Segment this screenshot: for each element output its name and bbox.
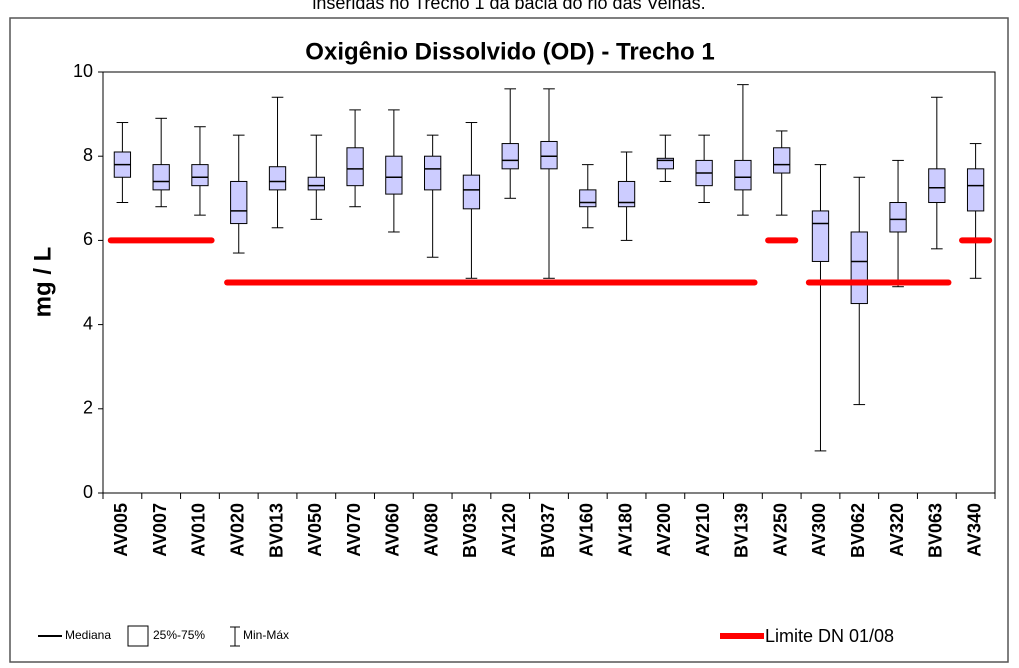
x-tick-label: AV180 xyxy=(615,503,635,557)
x-tick-label: AV210 xyxy=(693,503,713,557)
x-tick-label: AV160 xyxy=(577,503,597,557)
legend-whisker-icon xyxy=(230,626,240,647)
x-tick-label: AV050 xyxy=(305,503,325,557)
x-tick-label: AV250 xyxy=(770,503,790,557)
box xyxy=(268,166,287,191)
x-tick-label: AV120 xyxy=(499,503,519,557)
box xyxy=(462,174,481,210)
x-tick-label: AV070 xyxy=(344,503,364,557)
y-axis-label: mg / L xyxy=(29,247,56,318)
x-tick-label: BV062 xyxy=(848,503,868,558)
y-tick-label: 8 xyxy=(83,145,93,165)
box xyxy=(850,231,868,305)
box xyxy=(928,168,946,204)
legend-label: 25%-75% xyxy=(153,628,205,642)
x-tick-label: AV060 xyxy=(383,503,403,557)
y-tick-label: 0 xyxy=(83,482,93,502)
box xyxy=(966,168,985,212)
box xyxy=(307,176,325,191)
box xyxy=(152,164,170,191)
y-tick-label: 2 xyxy=(83,398,93,418)
box xyxy=(889,202,907,233)
x-tick-label: BV063 xyxy=(926,503,946,558)
box xyxy=(191,164,209,187)
box xyxy=(501,143,519,170)
x-tick-label: AV020 xyxy=(227,503,247,557)
legend-label: Limite DN 01/08 xyxy=(765,626,894,646)
box xyxy=(424,155,442,191)
x-tick-label: AV200 xyxy=(654,503,674,557)
y-tick-label: 6 xyxy=(83,229,93,249)
caption: inseridas no Trecho 1 da bacia do rio da… xyxy=(312,0,705,13)
x-tick-label: BV037 xyxy=(538,503,558,558)
legend-label: Mediana xyxy=(65,628,111,642)
x-tick-label: AV340 xyxy=(964,503,984,557)
x-tick-label: BV035 xyxy=(460,503,480,558)
frame xyxy=(9,17,1009,663)
legend-box-icon xyxy=(127,625,149,647)
box xyxy=(656,157,674,170)
x-tick-label: BV013 xyxy=(266,503,286,558)
box xyxy=(540,140,558,170)
box xyxy=(773,147,791,174)
legend: Mediana 25%-75% Min-Máx Limite DN 01/08 xyxy=(38,625,894,647)
x-tick-label: AV320 xyxy=(887,503,907,557)
x-tick-label: AV080 xyxy=(421,503,441,557)
y-tick-label: 4 xyxy=(83,313,93,333)
box xyxy=(734,159,752,191)
box xyxy=(230,180,248,225)
legend-label: Min-Máx xyxy=(243,628,289,642)
x-tick-label: AV007 xyxy=(150,503,170,557)
box xyxy=(579,189,597,208)
y-tick-label: 10 xyxy=(73,61,93,81)
x-tick-label: BV139 xyxy=(732,503,752,558)
chart-title: Oxigênio Dissolvido (OD) - Trecho 1 xyxy=(305,38,714,65)
x-tick-label: AV010 xyxy=(189,503,209,557)
box xyxy=(811,210,830,262)
x-tick-label: AV300 xyxy=(809,503,829,557)
box xyxy=(385,155,403,195)
x-tick-label: AV005 xyxy=(111,503,131,557)
box xyxy=(617,180,636,208)
box xyxy=(346,147,364,187)
plot-area xyxy=(102,71,996,494)
